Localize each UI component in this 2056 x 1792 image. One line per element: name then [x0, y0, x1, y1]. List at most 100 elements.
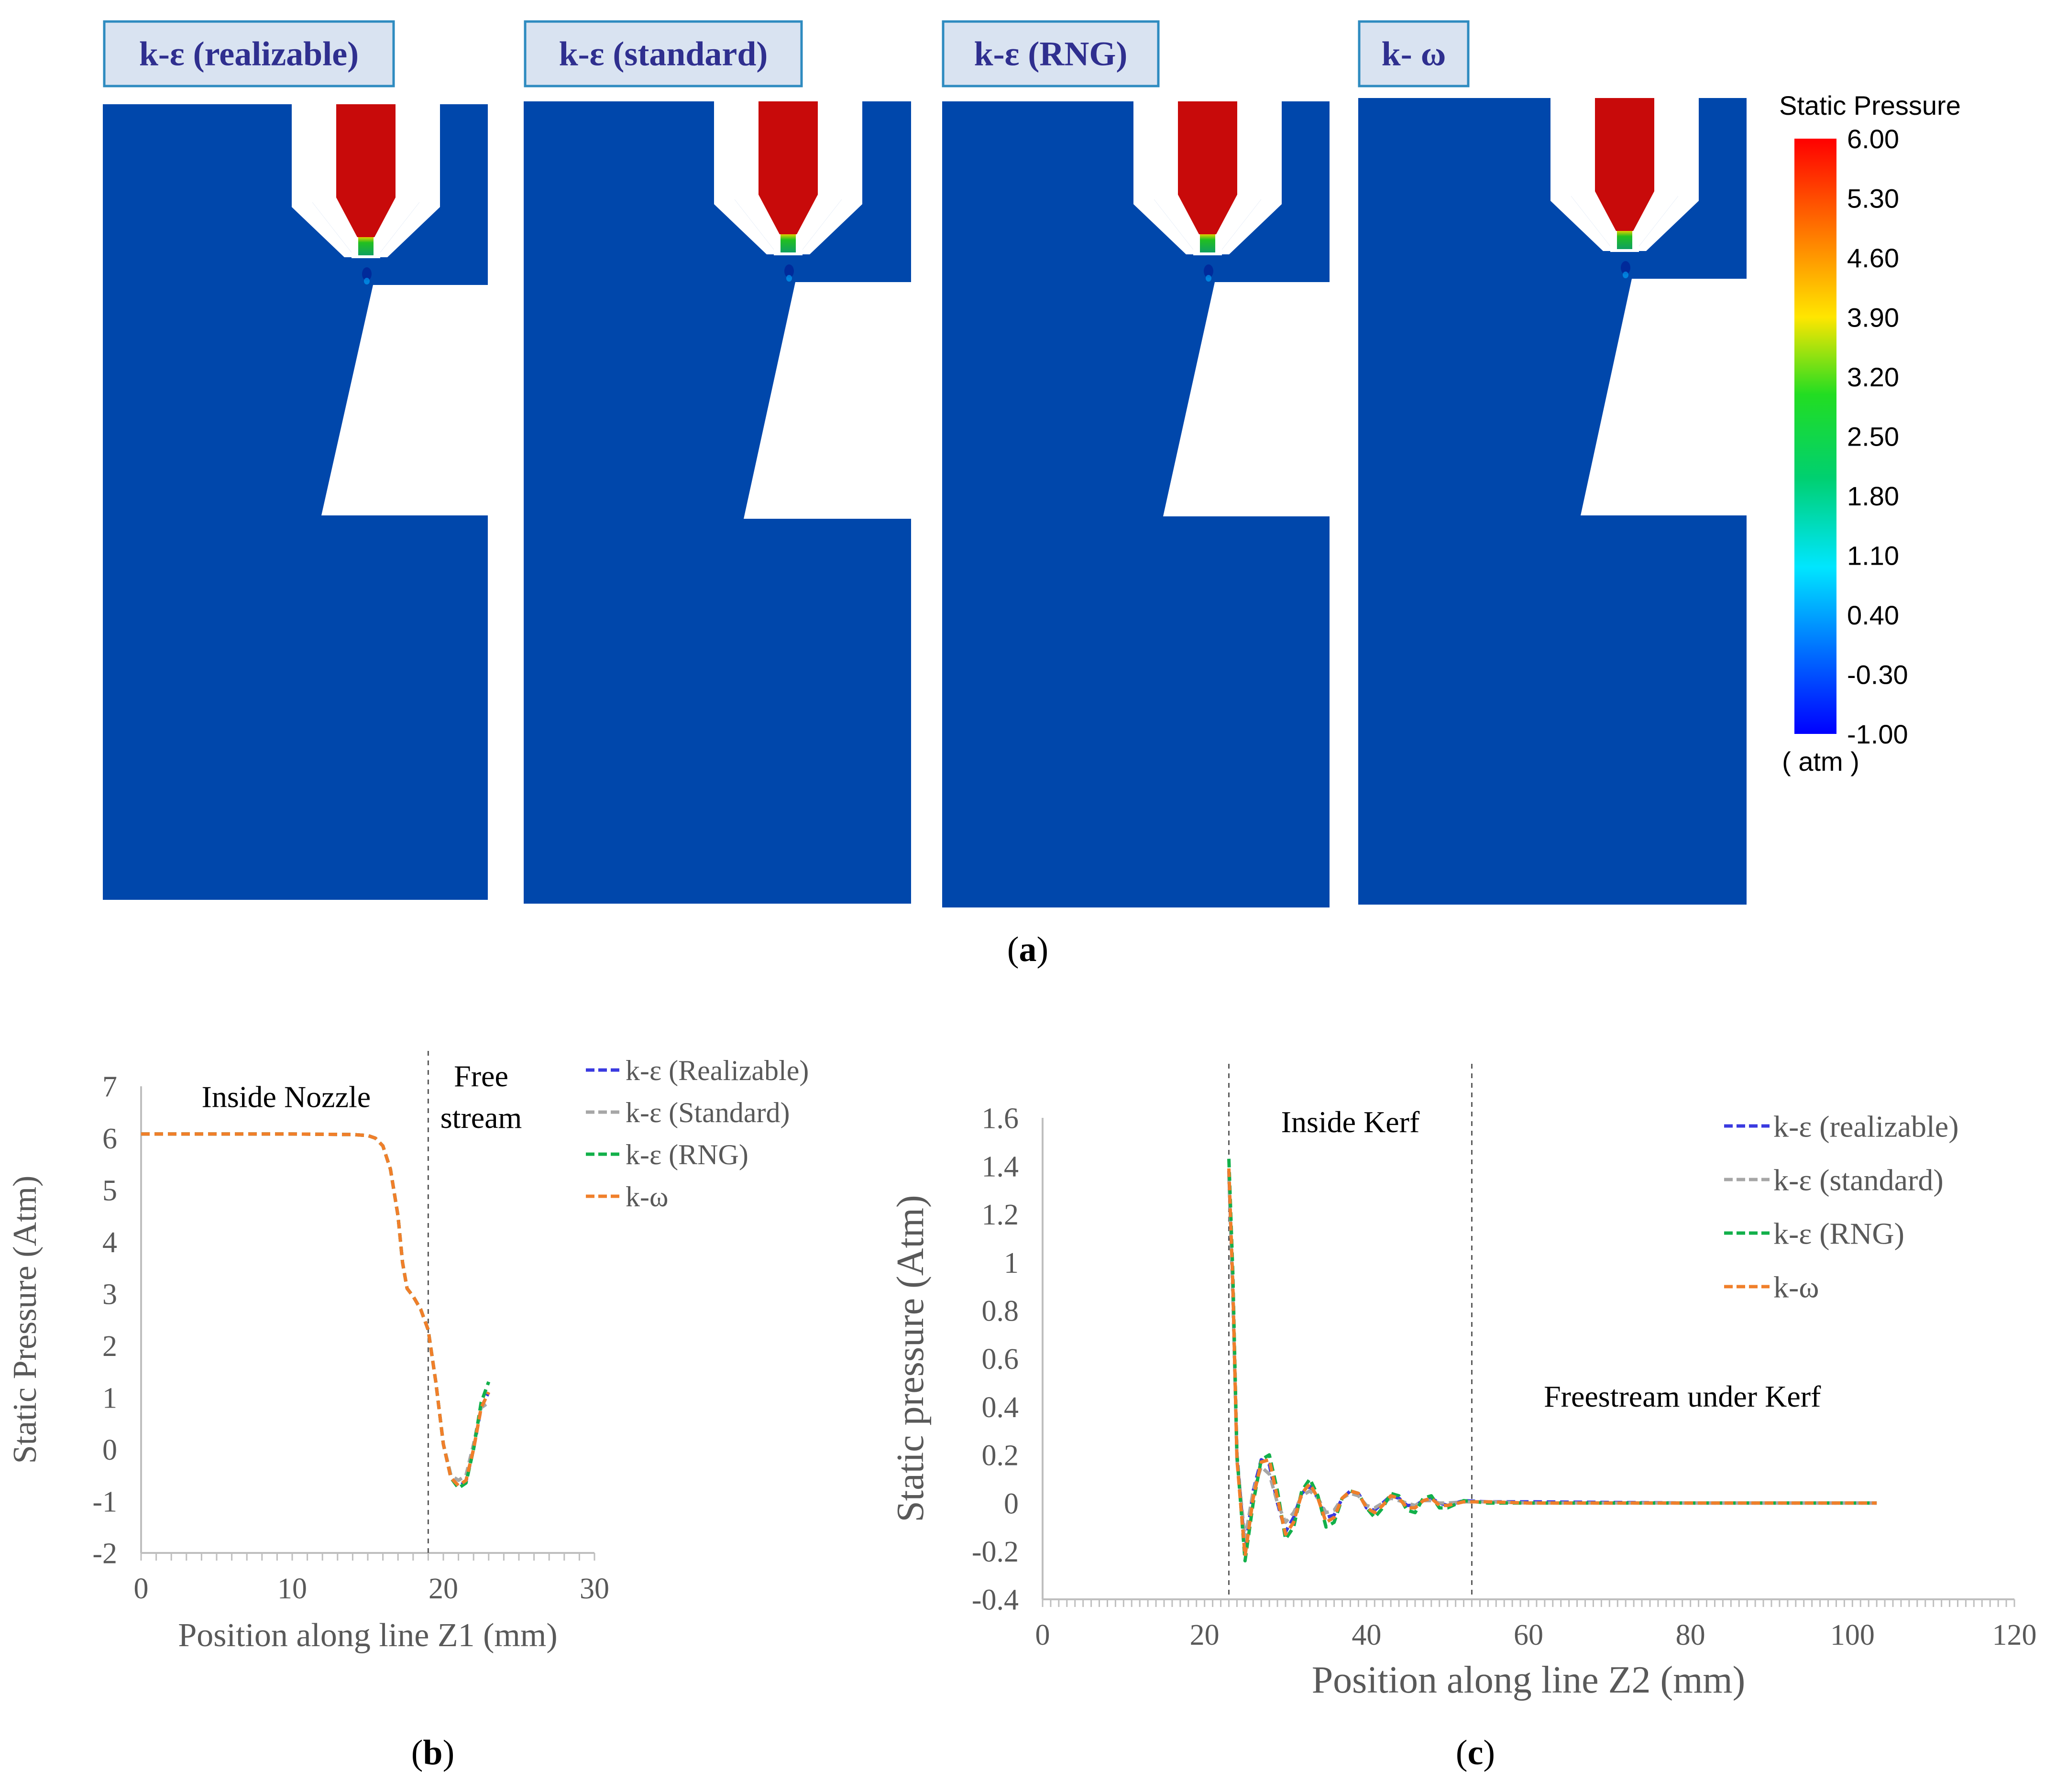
y-tick-label: -0.2: [972, 1536, 1019, 1568]
caption-b: (b): [411, 1733, 454, 1772]
x-axis-label: Position along line Z2 (mm): [1312, 1659, 1746, 1701]
y-tick-label: 4: [102, 1226, 117, 1259]
nozzle-core: [1178, 101, 1237, 234]
caption-a-letter: a: [1019, 930, 1037, 969]
contour-label-box: [103, 20, 395, 87]
nozzle-wall: [292, 104, 440, 257]
nozzle-core: [1595, 98, 1654, 231]
y-tick-label: 1.2: [982, 1199, 1019, 1231]
series-line-3: [141, 1132, 491, 1490]
jet-highlight: [1623, 272, 1628, 278]
y-tick-label: -2: [92, 1538, 117, 1570]
low-pressure-spot: [784, 264, 794, 278]
colorbar-title: Static Pressure: [1779, 90, 1961, 120]
series-line-1: [141, 1132, 490, 1488]
y-axis-label: Static pressure (Atm): [890, 1195, 932, 1522]
x-axis-label: Position along line Z1 (mm): [178, 1617, 557, 1654]
caption-b-letter: b: [423, 1733, 442, 1772]
colorbar-tick-label: -1.00: [1847, 719, 1908, 749]
y-tick-label: 0.8: [982, 1295, 1019, 1328]
contour-label-box: [524, 20, 803, 87]
fluid-domain: [103, 104, 488, 900]
chart-b: 0 10 20 30 -2 -1 0 1 2 3 4 5 6 7 Position along line Z…: [7, 1051, 809, 1654]
contour-label: k-ε (realizable): [139, 35, 359, 73]
colorbar-tick-label: 4.60: [1847, 243, 1899, 273]
low-pressure-spot: [1204, 264, 1213, 278]
y-tick-label: 0.4: [982, 1391, 1019, 1424]
x-tick-label: 0: [134, 1573, 149, 1605]
legend-label: k-ε (Realizable): [626, 1055, 809, 1086]
contour-plot: k-ε (RNG): [942, 20, 1330, 907]
caption-c-letter: c: [1468, 1733, 1484, 1772]
x-tick-label: 60: [1514, 1619, 1543, 1651]
region-annotation: Inside Kerf: [1281, 1105, 1420, 1139]
y-tick-label: -1: [92, 1486, 117, 1518]
contour-plot: k-ε (standard): [524, 20, 911, 904]
legend-label: k-ε (RNG): [626, 1139, 748, 1170]
region-annotation: stream: [440, 1101, 522, 1135]
legend-label: k-ε (Standard): [626, 1097, 790, 1128]
colorbar-tick-label: -0.30: [1847, 660, 1908, 690]
x-tick-label: 10: [277, 1573, 307, 1605]
legend-label: k-ω: [626, 1181, 668, 1213]
low-pressure-spot: [362, 267, 372, 281]
caption-c: (c): [1456, 1733, 1495, 1772]
chart-c: 0 20 40 60 80 100 120 -0.4 -0.2 0 0.2 0.4 0.6 0.8 1 1.2…: [890, 1064, 2037, 1701]
y-axis-label: Static Pressure (Atm): [7, 1176, 44, 1464]
jet-highlight: [1206, 275, 1211, 282]
low-pressure-spot: [1621, 261, 1630, 274]
y-tick-label: 0.2: [982, 1440, 1019, 1472]
fluid-domain: [1358, 98, 1747, 905]
nozzle-core: [336, 104, 396, 237]
contour-label-box: [942, 20, 1160, 87]
colorbar-gradient: [1794, 139, 1836, 734]
series-line-4: [141, 1132, 490, 1487]
colorbar-tick-label: 3.20: [1847, 362, 1899, 392]
region-annotation: Inside Nozzle: [202, 1080, 371, 1114]
jet-highlight: [786, 275, 792, 282]
x-tick-label: 40: [1352, 1619, 1381, 1651]
y-tick-label: 1.6: [982, 1103, 1019, 1135]
colorbar-tick-label: 6.00: [1847, 124, 1899, 154]
y-tick-label: 5: [102, 1175, 117, 1207]
y-tick-label: 7: [102, 1071, 117, 1104]
y-tick-label: -0.4: [972, 1584, 1019, 1617]
nozzle-throat: [1617, 231, 1632, 249]
x-tick-label: 20: [429, 1573, 458, 1605]
y-tick-label: 1.4: [982, 1150, 1019, 1183]
colorbar-tick-label: 2.50: [1847, 422, 1899, 452]
y-tick-label: 1: [102, 1382, 117, 1414]
panel-a: k-ε (realizable) k-ε (standard) k-ε (RNG) k…: [103, 20, 1747, 907]
region-annotation: Free: [454, 1059, 508, 1093]
nozzle-wall: [714, 101, 862, 254]
contour-label-box: [1358, 20, 1470, 87]
contour-label: k- ω: [1382, 35, 1446, 73]
colorbar-tick-label: 1.10: [1847, 541, 1899, 571]
contour-plot: k- ω: [1358, 20, 1747, 905]
colorbar-ticks: 6.00 5.30 4.60 3.90 3.20 2.50 1.80 1.10 0.40 -0.3…: [1847, 124, 1908, 749]
colorbar-tick-label: 1.80: [1847, 481, 1899, 511]
nozzle-throat: [1200, 234, 1215, 252]
colorbar-tick-label: 0.40: [1847, 600, 1899, 630]
fluid-domain: [524, 101, 911, 904]
nozzle-throat: [358, 237, 374, 255]
region-annotation: Freestream under Kerf: [1544, 1379, 1821, 1413]
legend-label: k-ω: [1773, 1270, 1819, 1304]
y-tick-label: 2: [102, 1330, 117, 1363]
y-tick-label: 3: [102, 1278, 117, 1311]
x-tick-label: 120: [1992, 1619, 2037, 1651]
x-tick-label: 30: [580, 1573, 609, 1605]
contour-label: k-ε (RNG): [974, 35, 1128, 73]
y-tick-label: 6: [102, 1123, 117, 1155]
colorbar: Static Pressure 6.00 5.30 4.60 3.90 3.20 2.50…: [1779, 90, 1961, 776]
colorbar-tick-label: 5.30: [1847, 184, 1899, 214]
y-tick-label: 0: [1004, 1487, 1019, 1520]
contour-label: k-ε (standard): [559, 35, 768, 73]
colorbar-unit: ( atm ): [1782, 746, 1859, 776]
series-line-2: [141, 1132, 490, 1482]
x-tick-label: 20: [1190, 1619, 1220, 1651]
x-tick-label: 80: [1676, 1619, 1705, 1651]
jet-highlight: [364, 278, 370, 284]
legend-label: k-ε (RNG): [1773, 1216, 1904, 1250]
